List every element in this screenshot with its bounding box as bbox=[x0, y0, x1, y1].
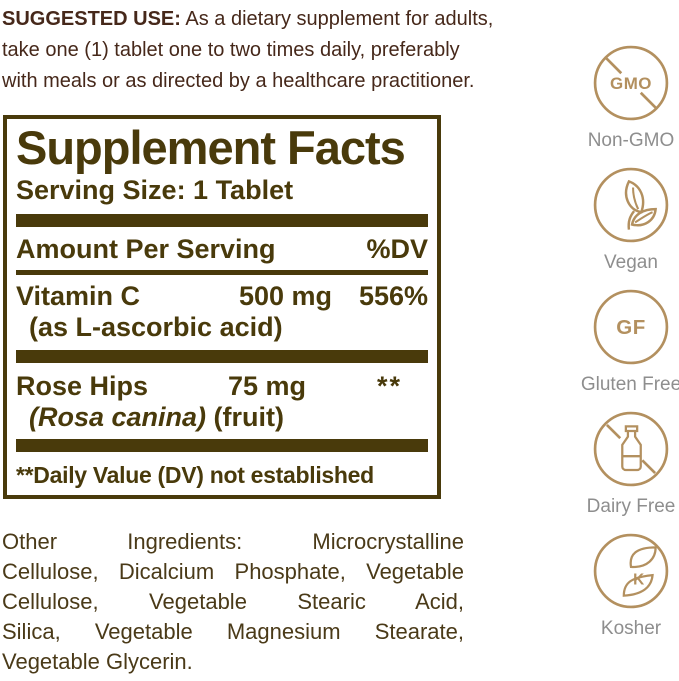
cert-kosher: K Kosher bbox=[592, 532, 670, 654]
other-ingredients-paragraph: Other Ingredients: Microcrystalline Cell… bbox=[2, 527, 464, 677]
nutrient-row-rose-hips: Rose Hips 75 mg ** bbox=[16, 372, 428, 401]
nutrient-dv: 556% bbox=[358, 281, 428, 311]
other-ingredients-line: Other Ingredients: Microcrystalline bbox=[2, 529, 464, 554]
nutrient-subtext: (as L-ascorbic acid) bbox=[29, 312, 283, 342]
cert-non-gmo: GMO Non-GMO bbox=[587, 44, 675, 166]
serving-size: Serving Size: 1 Tablet bbox=[16, 175, 294, 205]
gmo-badge-text: GMO bbox=[610, 74, 652, 93]
facts-title: Supplement Facts bbox=[16, 121, 406, 174]
certification-badges: GMO Non-GMO Vegan GF Gluten Free bbox=[581, 44, 679, 654]
other-ingredients-line: Cellulose, Vegetable Stearic Acid, bbox=[2, 589, 464, 614]
nutrient-subtext-vitamin-c: (as L-ascorbic acid) bbox=[29, 313, 428, 342]
nutrient-row-vitamin-c: Vitamin C 500 mg 556% bbox=[16, 282, 428, 311]
amount-per-serving-header: Amount Per Serving bbox=[16, 234, 276, 264]
supplement-facts-panel: Supplement Facts Serving Size: 1 Tablet … bbox=[3, 115, 441, 499]
nutrient-subtext-rose-hips: (Rosa canina) (fruit) bbox=[29, 403, 428, 432]
dv-footnote: **Daily Value (DV) not established bbox=[16, 462, 374, 488]
facts-header-row: Amount Per Serving %DV bbox=[16, 235, 428, 264]
thick-divider bbox=[16, 350, 428, 363]
nutrient-amount: 75 mg bbox=[227, 371, 306, 401]
cert-label-non-gmo: Non-GMO bbox=[587, 130, 675, 151]
thick-divider bbox=[16, 439, 428, 452]
suggested-use-body: As a dietary supplement for adults, take… bbox=[2, 8, 494, 92]
thick-divider bbox=[16, 214, 428, 227]
nutrient-amount: 500 mg bbox=[238, 281, 332, 311]
milk-bottle-crossed-icon bbox=[593, 411, 669, 487]
gf-circle-icon: GF bbox=[593, 289, 669, 365]
cert-label-kosher: Kosher bbox=[600, 618, 662, 639]
cert-dairy-free: Dairy Free bbox=[586, 410, 676, 532]
nutrient-dv: ** bbox=[376, 371, 402, 401]
suggested-use-paragraph: SUGGESTED USE: As a dietary supplement f… bbox=[2, 4, 568, 97]
leaves-icon bbox=[593, 167, 669, 243]
cert-vegan: Vegan bbox=[592, 166, 670, 288]
cert-gluten-free: GF Gluten Free bbox=[581, 288, 679, 410]
gmo-crossed-circle-icon: GMO bbox=[593, 45, 669, 121]
other-ingredients-line: Vegetable Glycerin. bbox=[2, 649, 193, 674]
suggested-use-label: SUGGESTED USE: bbox=[2, 8, 181, 30]
cert-label-vegan: Vegan bbox=[604, 252, 658, 273]
kosher-leaf-icon: K bbox=[593, 533, 669, 609]
dv-header: %DV bbox=[366, 234, 428, 264]
thin-divider bbox=[16, 270, 428, 275]
cert-label-dairy-free: Dairy Free bbox=[586, 496, 676, 517]
gf-badge-text: GF bbox=[616, 316, 646, 339]
other-ingredients-line: Cellulose, Dicalcium Phosphate, Vegetabl… bbox=[2, 559, 464, 584]
nutrient-name: Vitamin C bbox=[16, 281, 141, 311]
nutrient-subtext: (fruit) bbox=[206, 402, 285, 432]
nutrient-name: Rose Hips bbox=[16, 371, 149, 401]
nutrient-latin-name: (Rosa canina) bbox=[29, 402, 207, 432]
other-ingredients-line: Silica, Vegetable Magnesium Stearate, bbox=[2, 619, 464, 644]
kosher-badge-text: K bbox=[633, 571, 644, 588]
cert-label-gluten-free: Gluten Free bbox=[580, 374, 679, 395]
